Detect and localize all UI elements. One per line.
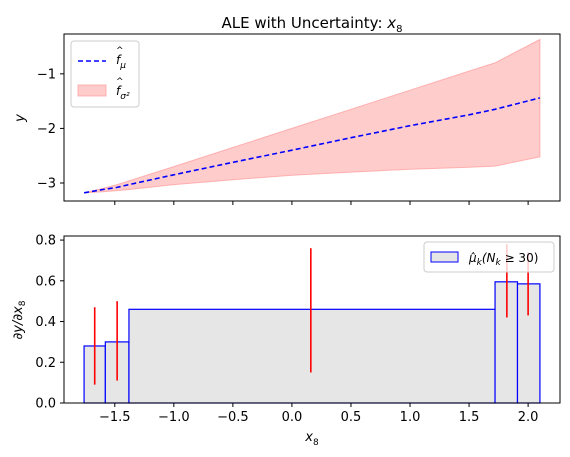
bottom-y-tick-label: 0.0 — [35, 397, 56, 412]
top-y-axis-label: y — [13, 114, 28, 123]
bottom-y-axis-label: ∂y/∂x8 — [11, 300, 28, 339]
bottom-x-tick-label: −1.5 — [99, 410, 131, 425]
bottom-y-tick-label: 0.8 — [35, 234, 56, 249]
bar-layer — [83, 281, 541, 404]
bottom-legend: μ̂k(Nk ≥ 30) — [423, 241, 555, 273]
top-x-axis — [114, 201, 529, 205]
legend-variance-swatch — [77, 84, 107, 97]
top-axes-frame — [63, 33, 561, 202]
bottom-x-tick-label: 0.5 — [341, 410, 362, 425]
bottom-y-tick-label: 0.4 — [35, 315, 56, 330]
bottom-panel: 0.0 0.2 0.4 0.6 0.8 −1.5 −1.0 −0.5 0.0 0.5 1.0 1.5… — [11, 234, 561, 448]
top-y-tick-label: −2 — [37, 122, 56, 137]
uncertainty-band-layer — [83, 38, 541, 194]
bottom-x-tick-label: −0.5 — [217, 410, 249, 425]
legend-variance-label: fσ² — [116, 84, 130, 102]
bottom-x-tick-label: 2.0 — [518, 410, 539, 425]
bottom-x-axis: −1.5 −1.0 −0.5 0.0 0.5 1.0 1.5 2.0 — [99, 403, 538, 425]
bottom-legend-box — [423, 241, 555, 273]
bottom-y-tick-label: 0.6 — [35, 274, 56, 289]
legend-bar-swatch — [430, 251, 459, 263]
legend-mean-label: fμ — [116, 53, 126, 71]
variance-band — [83, 38, 541, 194]
bottom-x-tick-label: 0.0 — [282, 410, 303, 425]
top-panel: ALE with Uncertainty: x8 −3 −2 −1 y fμ ^ f… — [13, 14, 561, 205]
top-y-axis: −3 −2 −1 — [37, 67, 64, 191]
top-legend: fμ ^ fσ² ^ — [70, 40, 140, 108]
ale-bar — [128, 308, 496, 404]
bottom-x-tick-label: 1.5 — [459, 410, 480, 425]
bottom-x-tick-label: 1.0 — [400, 410, 421, 425]
legend-mean-hat: ^ — [116, 46, 124, 56]
top-y-tick-label: −3 — [37, 176, 56, 191]
legend-variance-hat: ^ — [116, 77, 124, 87]
error-bar-layer — [93, 244, 529, 385]
chart-title: ALE with Uncertainty: x8 — [221, 14, 402, 35]
bottom-x-axis-label: x8 — [304, 430, 319, 448]
bottom-axes-frame — [63, 235, 561, 404]
top-y-tick-label: −1 — [37, 67, 56, 82]
legend-bar-label: μ̂k(Nk ≥ 30) — [468, 251, 538, 268]
bottom-y-axis: 0.0 0.2 0.4 0.6 0.8 — [35, 234, 64, 412]
bottom-x-tick-label: −1.0 — [158, 410, 190, 425]
bottom-y-tick-label: 0.2 — [35, 356, 56, 371]
